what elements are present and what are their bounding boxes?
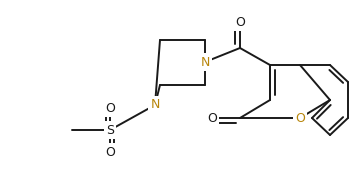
Text: O: O [105,102,115,115]
Text: O: O [105,146,115,159]
Text: S: S [106,123,114,136]
Text: N: N [200,56,210,69]
Text: O: O [207,111,217,124]
Text: O: O [295,111,305,124]
Text: N: N [150,98,160,111]
Text: O: O [235,16,245,29]
